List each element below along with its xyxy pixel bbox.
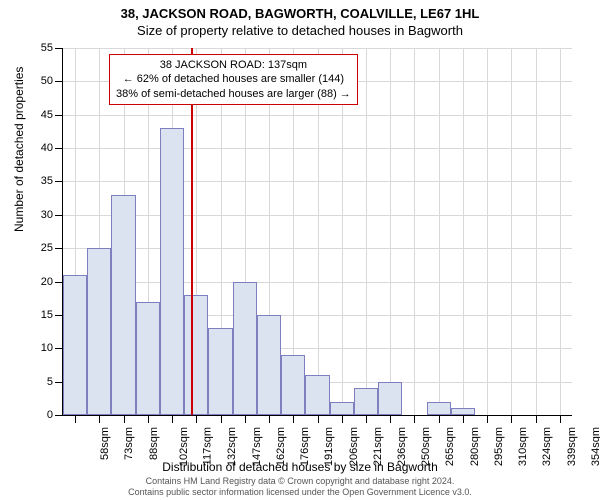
histogram-bar bbox=[330, 402, 354, 415]
footer-line2: Contains public sector information licen… bbox=[0, 487, 600, 498]
annotation-line3: 38% of semi-detached houses are larger (… bbox=[116, 87, 351, 101]
histogram-bar bbox=[281, 355, 305, 415]
y-tick bbox=[55, 81, 62, 82]
y-tick-label: 15 bbox=[41, 309, 53, 321]
histogram-bar bbox=[233, 282, 257, 415]
x-tick bbox=[487, 416, 488, 423]
histogram-bar bbox=[451, 408, 475, 415]
histogram-bar bbox=[378, 382, 402, 415]
histogram-bar bbox=[354, 388, 378, 415]
gridline-vertical bbox=[560, 48, 561, 415]
gridline-vertical bbox=[487, 48, 488, 415]
x-tick bbox=[342, 416, 343, 423]
x-tick bbox=[463, 416, 464, 423]
x-tick bbox=[124, 416, 125, 423]
y-tick-label: 30 bbox=[41, 209, 53, 221]
y-tick bbox=[55, 148, 62, 149]
gridline-vertical bbox=[390, 48, 391, 415]
x-tick bbox=[560, 416, 561, 423]
gridline-vertical bbox=[511, 48, 512, 415]
y-tick-label: 55 bbox=[41, 42, 53, 54]
y-tick-label: 50 bbox=[41, 75, 53, 87]
y-tick bbox=[55, 215, 62, 216]
chart-title-line1: 38, JACKSON ROAD, BAGWORTH, COALVILLE, L… bbox=[0, 0, 600, 21]
x-tick bbox=[414, 416, 415, 423]
y-axis-label: Number of detached properties bbox=[12, 67, 26, 232]
histogram-bar bbox=[136, 302, 160, 415]
x-tick bbox=[439, 416, 440, 423]
y-tick bbox=[55, 181, 62, 182]
y-tick-label: 10 bbox=[41, 342, 53, 354]
histogram-bar bbox=[427, 402, 451, 415]
y-tick bbox=[55, 348, 62, 349]
histogram-bar bbox=[87, 248, 111, 415]
histogram-bar bbox=[111, 195, 135, 415]
x-tick bbox=[75, 416, 76, 423]
chart-title-line2: Size of property relative to detached ho… bbox=[0, 21, 600, 38]
x-tick bbox=[390, 416, 391, 423]
x-tick bbox=[148, 416, 149, 423]
histogram-bar bbox=[208, 328, 232, 415]
footer-line1: Contains HM Land Registry data © Crown c… bbox=[0, 476, 600, 487]
y-tick bbox=[55, 382, 62, 383]
x-tick bbox=[221, 416, 222, 423]
y-tick bbox=[55, 415, 62, 416]
y-tick-label: 35 bbox=[41, 175, 53, 187]
gridline-vertical bbox=[439, 48, 440, 415]
y-tick-label: 25 bbox=[41, 242, 53, 254]
histogram-bar bbox=[257, 315, 281, 415]
x-tick bbox=[536, 416, 537, 423]
x-tick bbox=[99, 416, 100, 423]
x-tick bbox=[172, 416, 173, 423]
x-tick-label: 73sqm bbox=[123, 427, 135, 460]
x-axis-label: Distribution of detached houses by size … bbox=[0, 460, 600, 474]
x-tick-label: 88sqm bbox=[148, 427, 160, 460]
y-tick-label: 0 bbox=[47, 409, 53, 421]
y-tick bbox=[55, 115, 62, 116]
x-tick bbox=[245, 416, 246, 423]
plot-area: 051015202530354045505558sqm73sqm88sqm102… bbox=[62, 48, 572, 416]
x-tick bbox=[293, 416, 294, 423]
gridline-vertical bbox=[536, 48, 537, 415]
histogram-bar bbox=[63, 275, 87, 415]
x-tick bbox=[196, 416, 197, 423]
annotation-line1: 38 JACKSON ROAD: 137sqm bbox=[116, 58, 351, 72]
x-tick-label: 58sqm bbox=[99, 427, 111, 460]
x-tick bbox=[511, 416, 512, 423]
gridline-vertical bbox=[366, 48, 367, 415]
y-tick bbox=[55, 315, 62, 316]
gridline-vertical bbox=[463, 48, 464, 415]
gridline-vertical bbox=[414, 48, 415, 415]
y-tick-label: 5 bbox=[47, 376, 53, 388]
y-tick bbox=[55, 282, 62, 283]
histogram-bar bbox=[305, 375, 329, 415]
x-tick bbox=[366, 416, 367, 423]
chart-container: 38, JACKSON ROAD, BAGWORTH, COALVILLE, L… bbox=[0, 0, 600, 500]
histogram-bar bbox=[160, 128, 184, 415]
y-tick bbox=[55, 248, 62, 249]
annotation-line2: ← 62% of detached houses are smaller (14… bbox=[116, 72, 351, 86]
footer-text: Contains HM Land Registry data © Crown c… bbox=[0, 476, 600, 498]
annotation-box: 38 JACKSON ROAD: 137sqm ← 62% of detache… bbox=[109, 54, 358, 105]
y-tick-label: 45 bbox=[41, 109, 53, 121]
y-tick-label: 40 bbox=[41, 142, 53, 154]
x-tick bbox=[318, 416, 319, 423]
histogram-bar bbox=[184, 295, 208, 415]
x-tick bbox=[269, 416, 270, 423]
y-tick bbox=[55, 48, 62, 49]
y-tick-label: 20 bbox=[41, 276, 53, 288]
